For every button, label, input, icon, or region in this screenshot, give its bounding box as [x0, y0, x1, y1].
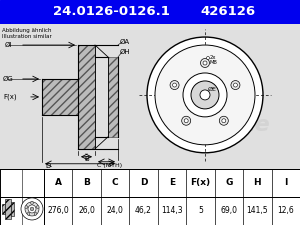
Text: A: A: [55, 178, 62, 187]
Text: E: E: [169, 178, 175, 187]
Text: ate: ate: [230, 115, 271, 135]
Text: D: D: [140, 178, 147, 187]
Text: 426126: 426126: [200, 5, 256, 18]
Text: F(x): F(x): [3, 94, 17, 100]
Bar: [42, 79, 78, 115]
Circle shape: [191, 81, 219, 109]
Circle shape: [25, 202, 39, 216]
Bar: [78, 45, 95, 149]
Text: D: D: [45, 163, 50, 169]
Text: B: B: [84, 156, 89, 162]
Bar: [5, 199, 11, 219]
Text: C (MTH): C (MTH): [97, 163, 122, 168]
Circle shape: [36, 206, 39, 209]
Text: I: I: [284, 178, 287, 187]
Text: 114,3: 114,3: [161, 207, 183, 216]
Circle shape: [28, 205, 36, 213]
Text: C: C: [112, 178, 119, 187]
Bar: [108, 57, 118, 137]
Circle shape: [233, 83, 237, 87]
Bar: [2, 204, 5, 214]
Circle shape: [31, 202, 33, 204]
Text: ØI: ØI: [4, 42, 12, 48]
Circle shape: [219, 116, 228, 125]
Text: ØE: ØE: [208, 87, 217, 92]
Circle shape: [183, 73, 227, 117]
Text: B: B: [83, 178, 90, 187]
Text: ØG: ØG: [3, 76, 13, 82]
Text: 276,0: 276,0: [47, 207, 69, 216]
Circle shape: [222, 119, 226, 123]
Bar: [11, 202, 14, 216]
Circle shape: [182, 116, 191, 125]
Text: M8: M8: [210, 60, 218, 65]
Circle shape: [200, 58, 209, 68]
Circle shape: [172, 83, 177, 87]
Text: ØH: ØH: [120, 49, 130, 55]
Circle shape: [30, 207, 34, 211]
Text: 24,0: 24,0: [107, 207, 124, 216]
Circle shape: [25, 206, 28, 209]
Text: 69,0: 69,0: [220, 207, 237, 216]
Text: ØA: ØA: [120, 39, 130, 45]
Text: Abbildung ähnlich: Abbildung ähnlich: [2, 28, 52, 33]
Circle shape: [200, 90, 210, 100]
Text: G: G: [225, 178, 233, 187]
Text: 46,2: 46,2: [135, 207, 152, 216]
Circle shape: [184, 119, 188, 123]
Circle shape: [231, 81, 240, 90]
Text: Illustration similar: Illustration similar: [2, 34, 52, 39]
Text: 24.0126-0126.1: 24.0126-0126.1: [52, 5, 170, 18]
Circle shape: [21, 198, 43, 220]
Circle shape: [27, 212, 30, 215]
Text: 141,5: 141,5: [247, 207, 268, 216]
Text: 5: 5: [198, 207, 203, 216]
Circle shape: [155, 45, 255, 145]
Circle shape: [203, 61, 207, 65]
Text: 26,0: 26,0: [78, 207, 95, 216]
Text: 2x: 2x: [210, 55, 217, 60]
Circle shape: [170, 81, 179, 90]
Circle shape: [34, 212, 37, 215]
Circle shape: [147, 37, 263, 153]
Circle shape: [206, 56, 209, 59]
Text: F(x): F(x): [190, 178, 211, 187]
Text: 12,6: 12,6: [278, 207, 294, 216]
Text: H: H: [254, 178, 261, 187]
